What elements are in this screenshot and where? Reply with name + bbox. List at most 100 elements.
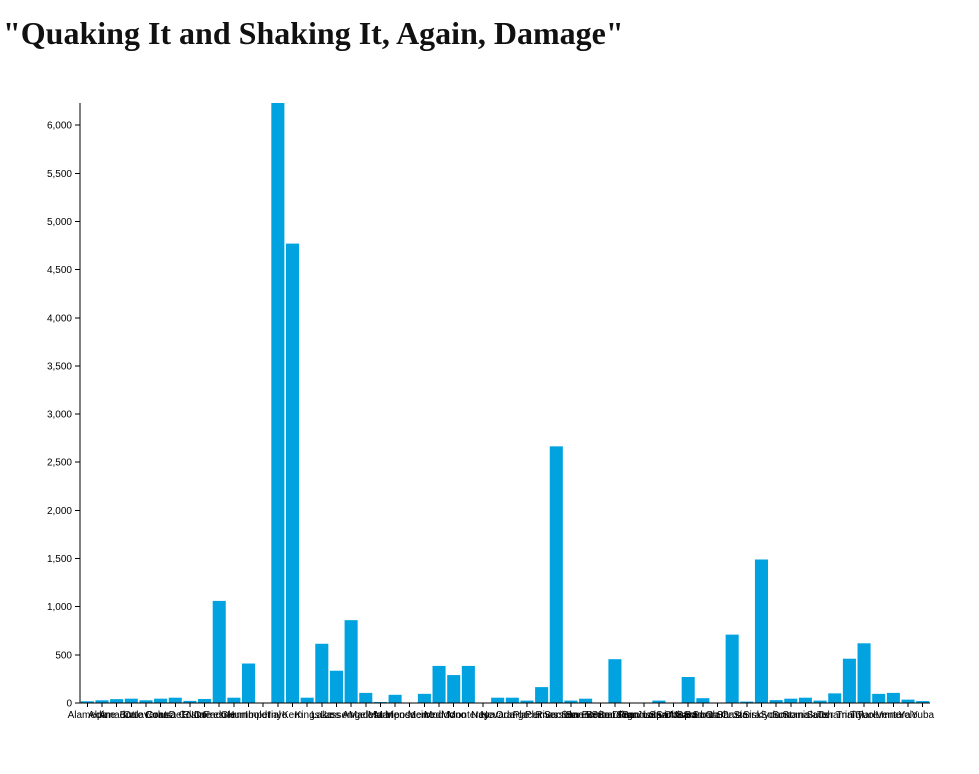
bar-merced [417, 693, 431, 703]
bar-inyo [271, 103, 285, 703]
x-tick-label: Alameda [68, 710, 108, 721]
x-tick-label: Placer [513, 710, 542, 721]
x-tick-label: Monterey [448, 710, 490, 721]
bar-ventura [886, 692, 900, 703]
x-tick-label: Fresno [204, 710, 236, 721]
x-tick-label: San Mateo [649, 710, 698, 721]
x-tick-label: Calaveras [123, 710, 168, 721]
x-tick-label: Del Norte [169, 710, 212, 721]
bar-stanislaus [798, 697, 812, 703]
x-tick-label: Tuolumne [857, 710, 902, 721]
x-tick-label: Siskiyou [743, 710, 780, 721]
x-tick-label: Sierra [733, 710, 760, 721]
x-axis: AlamedaAlpineAmadorButteCalaverasColusaC… [68, 702, 935, 721]
bar-monterey [461, 665, 475, 703]
bar-humboldt [242, 663, 256, 703]
x-tick-label: Amador [99, 710, 135, 721]
bar-sutter [813, 700, 827, 703]
x-tick-label: Lassen [320, 710, 352, 721]
x-tick-label: Riverside [535, 710, 577, 721]
x-tick-label: Kern [282, 710, 303, 721]
x-tick-label: Alpine [88, 710, 116, 721]
y-tick-label: 5,500 [47, 169, 72, 180]
bar-lake [315, 643, 329, 703]
x-tick-label: Tehama [817, 710, 853, 721]
x-tick-label: Colusa [145, 710, 177, 721]
bar-madera [359, 692, 373, 703]
x-tick-label: San Benito [561, 710, 610, 721]
x-tick-label: Lake [311, 710, 333, 721]
x-tick-label: Humboldt [227, 710, 270, 721]
y-tick-label: 4,500 [47, 265, 72, 276]
bar-los-angeles [344, 620, 358, 703]
x-tick-label: Sutter [807, 710, 834, 721]
bar-contra-costa [168, 697, 182, 703]
bar-kings [300, 697, 314, 703]
x-tick-label: Napa [471, 710, 495, 721]
bar-placer [520, 700, 534, 703]
bar-butte [124, 698, 138, 703]
y-tick-label: 2,000 [47, 506, 72, 517]
x-tick-label: Modoc [424, 710, 454, 721]
x-tick-label: San Francisco [598, 710, 662, 721]
x-tick-label: Glenn [221, 710, 248, 721]
x-tick-label: Mariposa [375, 710, 417, 721]
bar-san-benito [579, 698, 593, 703]
x-tick-label: Plumas [525, 710, 558, 721]
bar-trinity [842, 658, 856, 703]
bar-plumas [535, 687, 549, 703]
x-tick-label: Kings [295, 710, 320, 721]
x-tick-label: Shasta [717, 710, 749, 721]
bar-lassen [329, 670, 343, 703]
x-tick-label: Merced [408, 710, 441, 721]
x-tick-label: Yuba [911, 710, 934, 721]
y-tick-label: 1,500 [47, 554, 72, 565]
x-tick-label: Tulare [850, 710, 878, 721]
bar-yuba [916, 701, 930, 703]
x-tick-label: El Dorado [182, 710, 227, 721]
bar-glenn [227, 697, 241, 703]
x-tick-label: San Luis Obispo [622, 710, 696, 721]
x-tick-label: Ventura [876, 710, 911, 721]
x-tick-label: San Joaquin [616, 710, 672, 721]
x-tick-label: Solano [761, 710, 793, 721]
bar-yolo [901, 699, 915, 703]
bar-colusa [154, 698, 168, 703]
bar-shasta [725, 634, 739, 703]
bar-calaveras [139, 700, 153, 703]
bar-solano [769, 700, 783, 703]
bar-orange [505, 697, 519, 703]
bar-mono [447, 675, 461, 703]
y-tick-label: 500 [55, 650, 72, 661]
bar-mariposa [388, 694, 402, 703]
bar-tuolumne [872, 693, 886, 703]
bar-san-luis-obispo [652, 700, 666, 703]
bar-fresno [212, 600, 226, 703]
bar-santa-barbara [681, 677, 695, 703]
bar-siskiyou [754, 559, 768, 703]
x-tick-label: Contra Costa [146, 710, 205, 721]
y-tick-label: 0 [66, 699, 72, 710]
x-tick-label: San Diego [592, 710, 639, 721]
x-tick-label: Sacramento [544, 710, 598, 721]
bar-nevada [491, 697, 505, 703]
x-tick-label: Santa Cruz [692, 710, 742, 721]
x-tick-label: Sonoma [772, 710, 810, 721]
bar-modoc [432, 665, 446, 703]
x-tick-label: Orange [496, 710, 530, 721]
bar-kern [285, 243, 300, 704]
x-tick-label: Stanislaus [782, 710, 828, 721]
bar-tulare [857, 643, 871, 703]
y-tick-label: 1,000 [47, 602, 72, 613]
y-tick-label: 6,000 [47, 121, 72, 132]
bar-sonoma [784, 698, 798, 703]
bar-alameda [80, 701, 94, 703]
bar-sacramento [564, 700, 578, 703]
bar-sierra [740, 701, 754, 703]
bar-amador [110, 699, 124, 703]
y-tick-label: 5,000 [47, 217, 72, 228]
x-tick-label: Santa Clara [676, 710, 729, 721]
bar-tehama [828, 693, 842, 703]
